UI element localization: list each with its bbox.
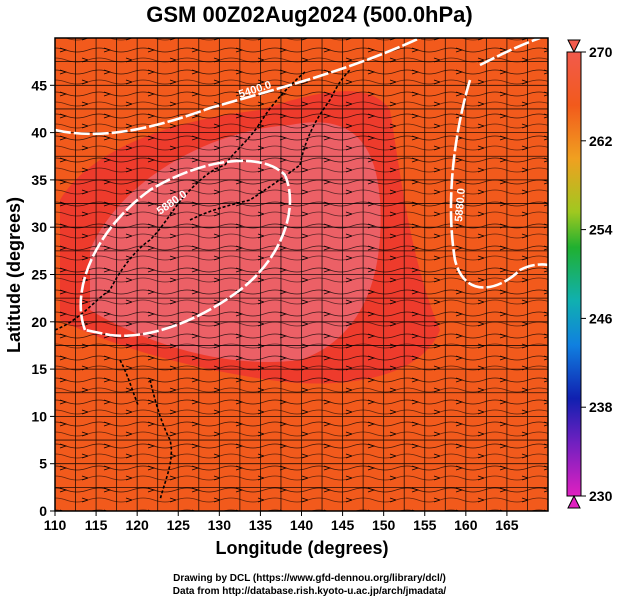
credits-line-1: Drawing by DCL (https://www.gfd-dennou.o… <box>173 573 446 584</box>
contour-line-5400-east <box>479 38 541 67</box>
x-tick-label: 120 <box>125 517 149 533</box>
x-tick-label: 160 <box>454 517 478 533</box>
map-grid <box>55 38 548 511</box>
x-axis-ticks: 110 115 120 125 130 135 140 145 150 155 160 165 <box>44 511 519 533</box>
x-tick-label: 130 <box>208 517 232 533</box>
x-tick-label: 155 <box>413 517 437 533</box>
contour-label-5880-east: 5880.0 <box>453 188 468 223</box>
y-tick-label: 5 <box>39 456 47 472</box>
y-tick-label: 35 <box>31 172 47 188</box>
coastlines <box>55 69 351 501</box>
contour-line-5880-east <box>449 79 548 289</box>
colorbar-tick-label: 238 <box>589 399 613 415</box>
y-tick-label: 10 <box>31 408 47 424</box>
y-tick-label: 40 <box>31 125 47 141</box>
contour-line-5400 <box>55 38 421 136</box>
y-tick-label: 45 <box>31 77 47 93</box>
x-tick-label: 125 <box>167 517 191 533</box>
credits-footer: Drawing by DCL (https://www.gfd-dennou.o… <box>0 572 619 598</box>
x-tick-label: 140 <box>290 517 314 533</box>
y-tick-label: 30 <box>31 219 47 235</box>
y-axis-ticks: 0 5 10 15 20 25 30 35 40 45 <box>31 77 55 519</box>
colorbar-tick-label: 254 <box>589 222 613 238</box>
y-tick-label: 15 <box>31 361 47 377</box>
x-tick-label: 135 <box>249 517 273 533</box>
y-tick-label: 25 <box>31 267 47 283</box>
colorbar: 270 262 254 246 238 230 <box>566 39 613 509</box>
y-axis-label: Latitude (degrees) <box>4 197 24 353</box>
x-tick-label: 145 <box>331 517 355 533</box>
temperature-field: 5400.0 5880.0 5880.0 <box>55 38 548 511</box>
y-tick-label: 0 <box>39 503 47 519</box>
contour-line-5880-west <box>79 159 292 338</box>
x-axis-label: Longitude (degrees) <box>215 538 388 558</box>
colorbar-tick-label: 270 <box>589 44 613 60</box>
credits-line-2: Data from http://database.rish.kyoto-u.a… <box>172 586 447 597</box>
colorbar-tick-label: 246 <box>589 310 613 326</box>
y-tick-label: 20 <box>31 314 47 330</box>
weather-map: 5400.0 5880.0 5880.0 110 115 120 125 130 135 1… <box>4 37 613 558</box>
x-tick-label: 110 <box>44 517 67 533</box>
colorbar-tick-label: 230 <box>589 488 613 504</box>
colorbar-tick-label: 262 <box>589 133 613 149</box>
contour-lines <box>55 38 548 338</box>
x-tick-label: 150 <box>372 517 396 533</box>
x-tick-label: 165 <box>495 517 519 533</box>
chart-title: GSM 00Z02Aug2024 (500.0hPa) <box>146 2 473 27</box>
x-tick-label: 115 <box>85 517 108 533</box>
